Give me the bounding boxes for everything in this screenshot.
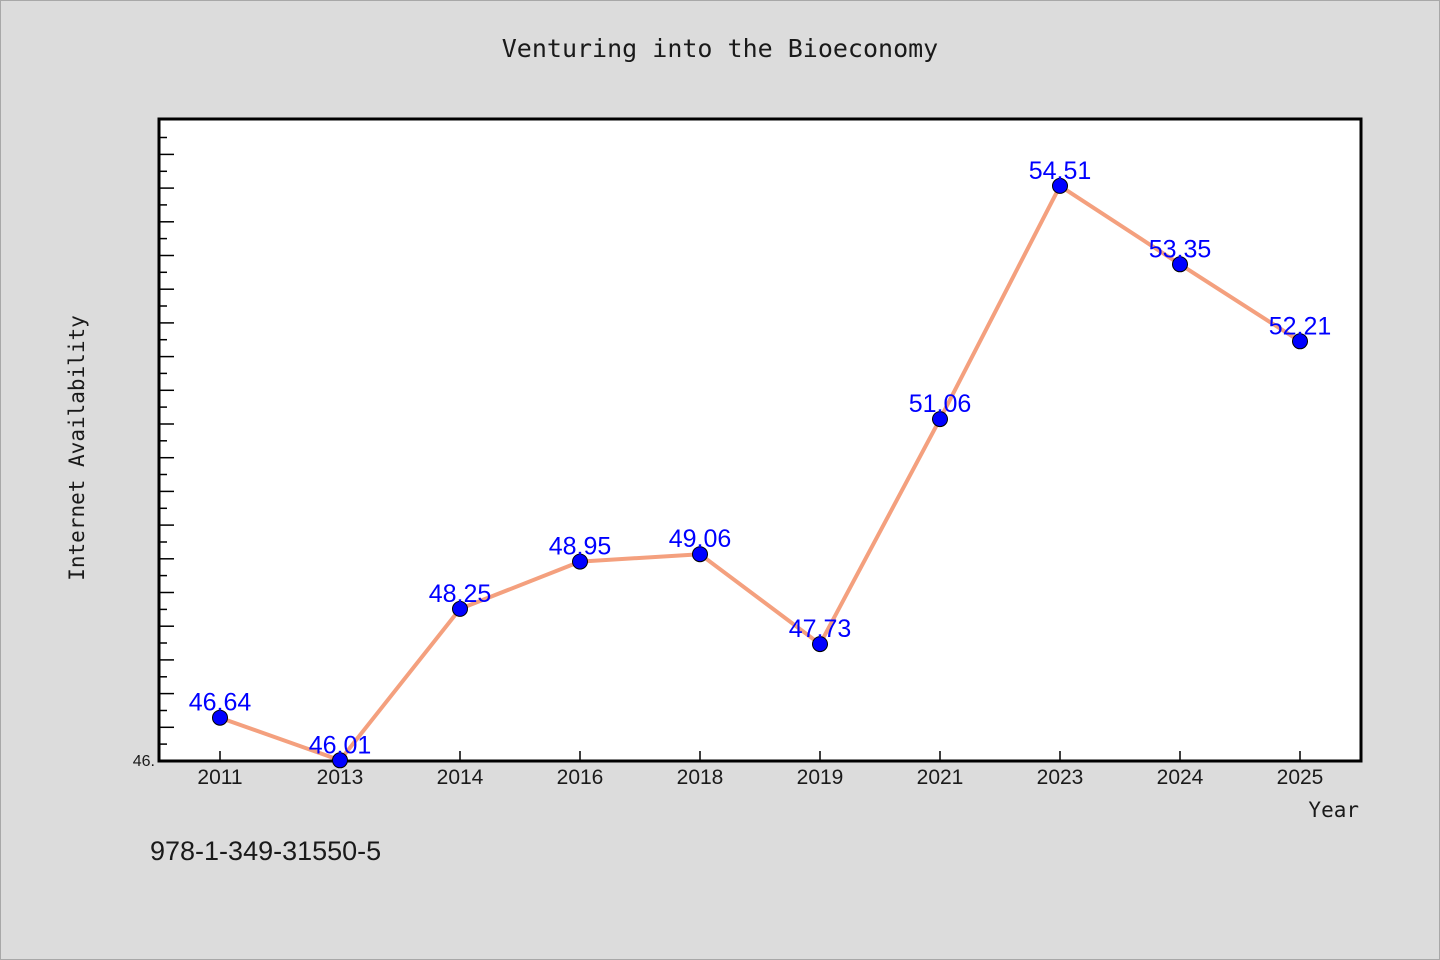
plot-area — [157, 117, 1363, 763]
data-point — [1052, 177, 1068, 194]
data-label: 46.01 — [309, 731, 372, 759]
x-tick-label: 2013 — [317, 766, 364, 789]
data-point — [932, 411, 948, 428]
data-label: 53.35 — [1149, 235, 1212, 263]
data-point — [452, 600, 468, 617]
isbn-code: 978-1-349-31550-5 — [150, 836, 382, 866]
data-point — [692, 546, 708, 563]
x-tick-label: 2021 — [917, 766, 964, 789]
chart-title: Venturing into the Bioeconomy — [501, 34, 939, 63]
data-label: 48.95 — [549, 533, 612, 561]
x-tick-label: 2024 — [1157, 766, 1204, 789]
data-point — [332, 752, 348, 769]
data-label: 48.25 — [429, 580, 492, 608]
data-point — [572, 553, 588, 570]
y-tick-label: 46. — [133, 753, 155, 770]
data-point — [212, 709, 228, 726]
data-label: 52.21 — [1269, 312, 1332, 340]
data-point — [1172, 256, 1188, 273]
x-tick-label: 2011 — [197, 766, 242, 789]
data-label: 54.51 — [1029, 157, 1092, 185]
x-tick-label: 2023 — [1037, 766, 1084, 789]
x-axis-title: Year — [1308, 798, 1359, 822]
y-axis-title: Internet Availability — [65, 315, 89, 581]
data-label: 47.73 — [789, 615, 852, 643]
data-point — [1292, 333, 1308, 350]
data-point — [812, 636, 828, 653]
data-labels: 46.64 46.01 48.25 48.95 49.06 47.73 51.06 54.51… — [189, 157, 1332, 759]
x-tick-label: 2016 — [557, 766, 604, 789]
x-tick-label: 2025 — [1277, 766, 1324, 789]
data-markers — [212, 177, 1308, 769]
y-axis-ticks — [159, 136, 174, 762]
x-tick-label: 2018 — [677, 766, 724, 789]
x-tick-label: 2014 — [437, 766, 484, 789]
x-tick-label: 2019 — [797, 766, 844, 789]
data-label: 46.64 — [189, 689, 252, 717]
data-label: 49.06 — [669, 525, 732, 553]
data-label: 51.06 — [909, 390, 972, 418]
x-axis-ticks: 2011 2013 2014 2016 2018 2019 2021 2023 2024 2025 — [197, 751, 1323, 789]
series-line — [219, 183, 1302, 763]
